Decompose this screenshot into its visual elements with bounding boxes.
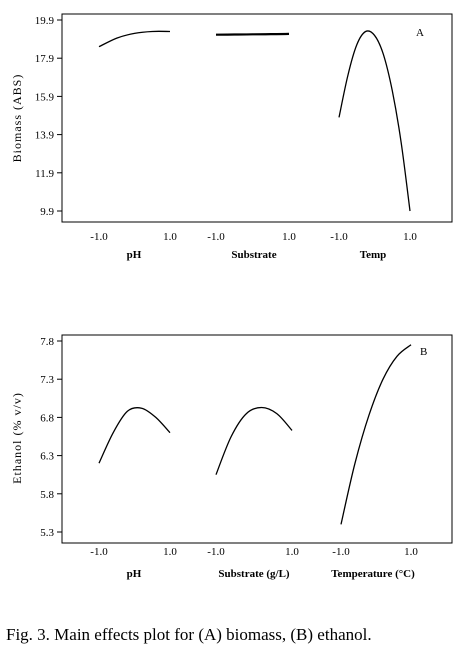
main-effect-curve-ethanol-3	[340, 344, 412, 525]
x-tick-label: -1.0	[207, 231, 225, 243]
panel-b-factor-ph-label: pH	[127, 568, 142, 580]
x-tick-label: -1.0	[90, 231, 108, 243]
main-effect-curve-ethanol-1	[98, 407, 171, 464]
main-effects-figure: A Biomass (ABS) 19.917.915.913.911.99.9 …	[10, 13, 453, 580]
panel-a-curves	[98, 30, 411, 212]
y-tick-label: 11.9	[35, 168, 54, 180]
x-tick-label: -1.0	[90, 546, 108, 558]
panel-b-ethanol: B Ethanol (% v/v) 7.8 7.3 6.8 6.3 5.8 5.3 -1.…	[10, 334, 453, 580]
y-tick-label: 6.3	[40, 451, 54, 463]
panel-a-y-ticks: 19.9 17.9 15.9 13.9 11.9 9.9	[35, 15, 62, 218]
x-tick-label: -1.0	[332, 546, 350, 558]
main-effect-curve-ethanol-2	[215, 406, 293, 475]
panel-a-x-ticks: -1.0 1.0 -1.0 1.0 -1.0 1.0	[90, 231, 417, 243]
y-tick-label: 13.9	[35, 130, 55, 142]
y-tick-label: 5.8	[40, 489, 54, 501]
panel-a-frame	[61, 13, 453, 223]
y-tick-label: 5.3	[40, 527, 54, 539]
main-effect-curve-biomass-3	[338, 30, 411, 212]
panel-a-factor-temp-label: Temp	[360, 249, 387, 261]
panel-b-curves	[98, 344, 412, 525]
main-effect-curve-biomass-2	[215, 32, 290, 36]
x-tick-label: 1.0	[403, 231, 417, 243]
panel-b-factor-temperature-label: Temperature (°C)	[331, 568, 415, 580]
panel-a-label: A	[416, 27, 424, 39]
panel-a-factor-substrate-label: Substrate	[231, 249, 276, 261]
panel-b-label: B	[420, 346, 427, 358]
figure-caption: Fig. 3. Main effects plot for (A) biomas…	[6, 625, 372, 644]
panel-a-y-axis-label: Biomass (ABS)	[10, 74, 24, 163]
panel-b-factor-substrate-label: Substrate (g/L)	[218, 568, 290, 580]
y-tick-label: 15.9	[35, 91, 55, 103]
panel-b-frame	[61, 334, 453, 544]
x-tick-label: 1.0	[163, 231, 177, 243]
panel-b-x-ticks: -1.0 1.0 -1.0 1.0 -1.0 1.0	[90, 546, 418, 558]
panel-b-y-ticks: 7.8 7.3 6.8 6.3 5.8 5.3	[40, 336, 62, 539]
y-tick-label: 17.9	[35, 53, 55, 65]
x-tick-label: 1.0	[285, 546, 299, 558]
panel-b-y-axis-label: Ethanol (% v/v)	[10, 392, 24, 484]
x-tick-label: -1.0	[207, 546, 225, 558]
y-tick-label: 6.8	[40, 412, 54, 424]
y-tick-label: 7.8	[40, 336, 54, 348]
y-tick-label: 7.3	[40, 374, 54, 386]
x-tick-label: -1.0	[330, 231, 348, 243]
x-tick-label: 1.0	[163, 546, 177, 558]
y-tick-label: 19.9	[35, 15, 55, 27]
main-effect-curve-biomass-1	[98, 30, 171, 48]
panel-a-biomass: A Biomass (ABS) 19.917.915.913.911.99.9 …	[10, 13, 453, 261]
x-tick-label: 1.0	[282, 231, 296, 243]
x-tick-label: 1.0	[404, 546, 418, 558]
panel-a-factor-ph-label: pH	[127, 249, 142, 261]
y-tick-label: 9.9	[40, 206, 54, 218]
